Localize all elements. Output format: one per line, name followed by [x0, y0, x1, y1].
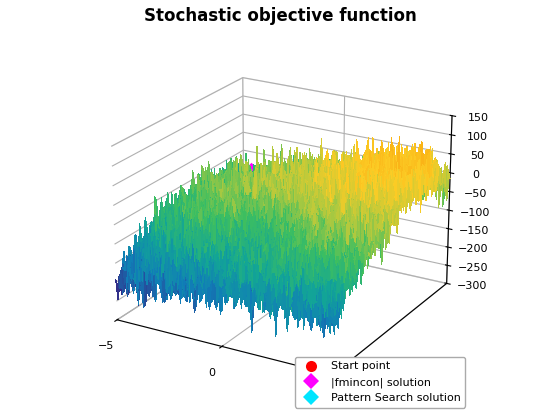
Title: Stochastic objective function: Stochastic objective function [143, 7, 417, 25]
Legend: Start point, |fmincon| solution, Pattern Search solution: Start point, |fmincon| solution, Pattern… [295, 357, 465, 407]
